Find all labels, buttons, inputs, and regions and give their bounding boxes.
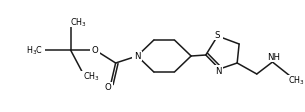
Text: NH: NH: [267, 53, 280, 62]
Text: S: S: [215, 31, 220, 40]
Text: CH$_3$: CH$_3$: [83, 70, 99, 83]
Text: O: O: [104, 83, 111, 92]
Bar: [132, 52, 142, 61]
Text: CH$_3$: CH$_3$: [70, 17, 87, 29]
Text: N: N: [134, 52, 140, 61]
Bar: [103, 82, 113, 92]
Bar: [285, 75, 305, 85]
Bar: [267, 53, 280, 62]
Bar: [212, 31, 224, 41]
Bar: [214, 65, 224, 75]
Bar: [23, 46, 45, 56]
Text: CH$_3$: CH$_3$: [288, 74, 304, 86]
Bar: [90, 46, 100, 56]
Bar: [68, 18, 89, 28]
Text: H$_3$C: H$_3$C: [26, 44, 43, 57]
Text: N: N: [215, 66, 222, 75]
Bar: [80, 71, 102, 81]
Text: O: O: [92, 46, 99, 55]
